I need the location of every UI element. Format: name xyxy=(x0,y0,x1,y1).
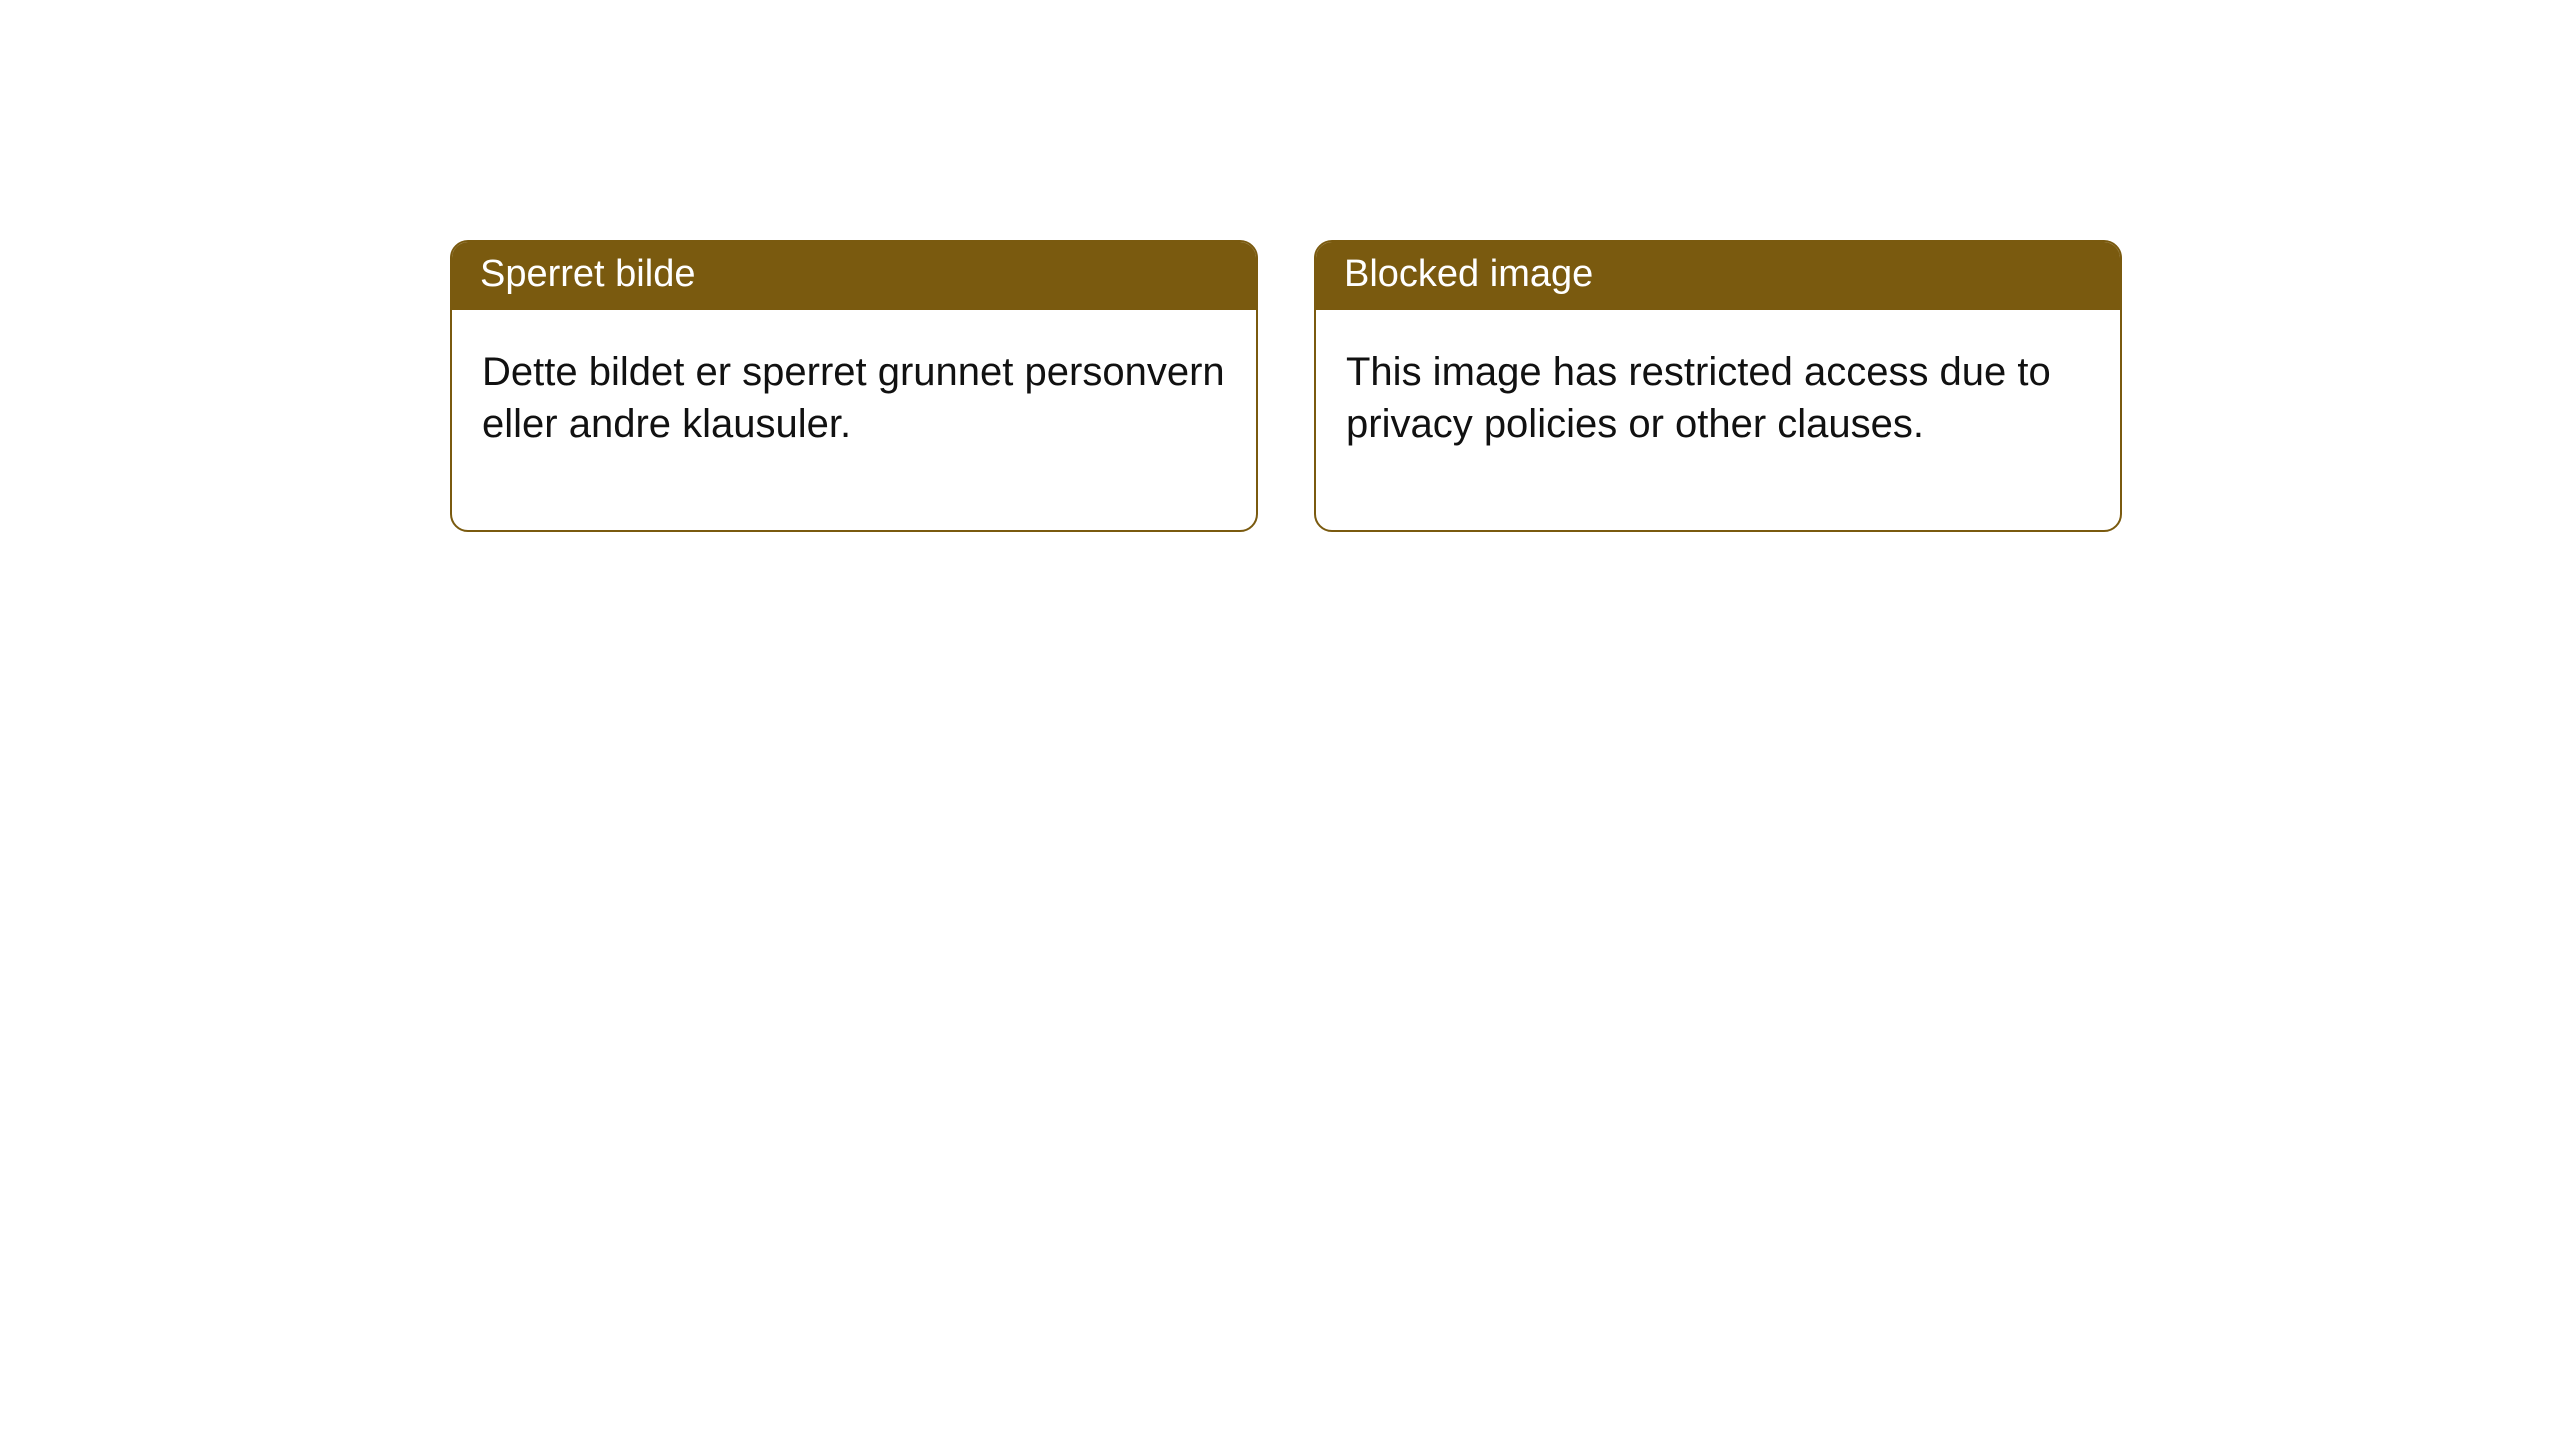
notice-card-en: Blocked image This image has restricted … xyxy=(1314,240,2122,532)
notice-body-en: This image has restricted access due to … xyxy=(1316,310,2120,530)
notice-card-no: Sperret bilde Dette bildet er sperret gr… xyxy=(450,240,1258,532)
notice-title-no: Sperret bilde xyxy=(452,242,1256,310)
notice-body-no: Dette bildet er sperret grunnet personve… xyxy=(452,310,1256,530)
notice-title-en: Blocked image xyxy=(1316,242,2120,310)
notice-container: Sperret bilde Dette bildet er sperret gr… xyxy=(0,0,2560,532)
